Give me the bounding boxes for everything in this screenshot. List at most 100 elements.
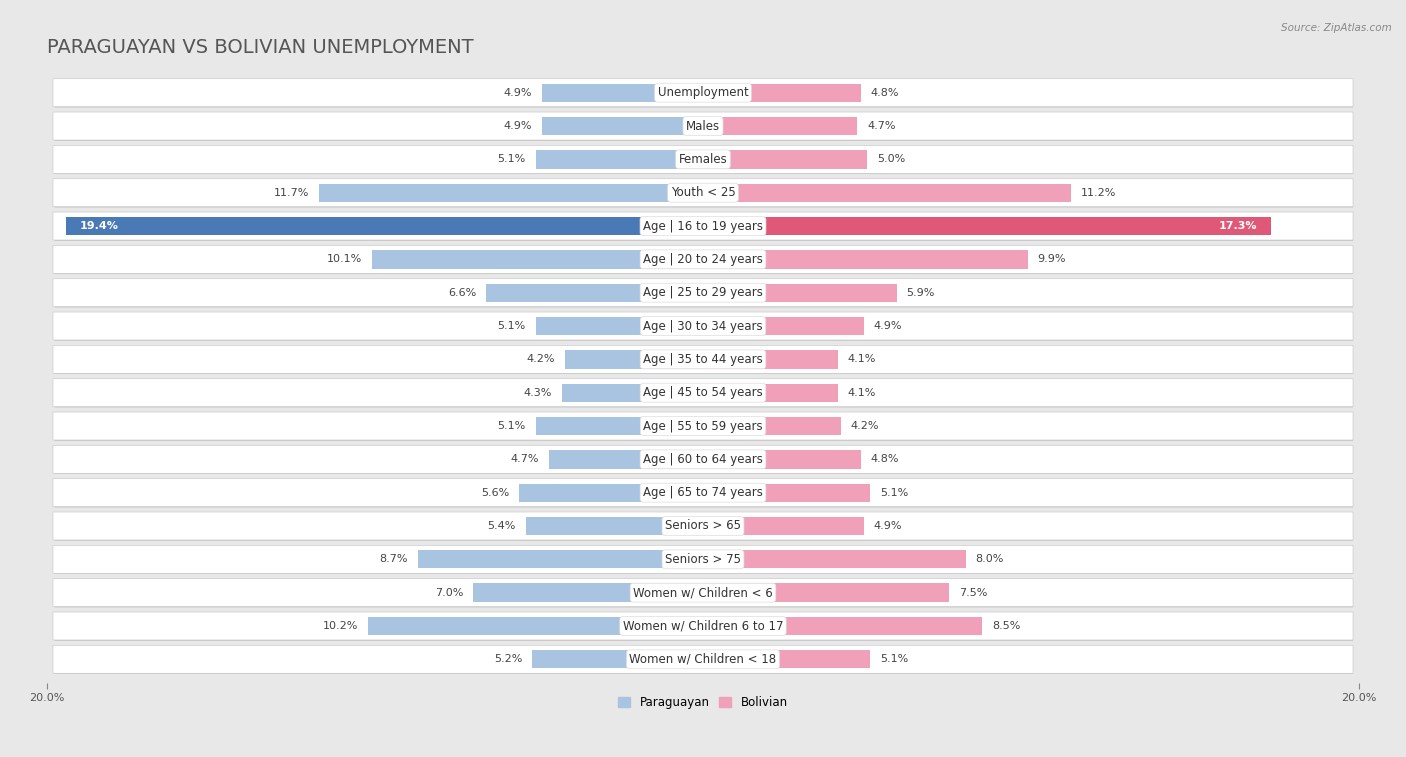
Text: 4.7%: 4.7% <box>868 121 896 131</box>
Text: 8.7%: 8.7% <box>380 554 408 564</box>
FancyBboxPatch shape <box>55 179 1353 207</box>
Text: Age | 20 to 24 years: Age | 20 to 24 years <box>643 253 763 266</box>
Text: 11.2%: 11.2% <box>1080 188 1116 198</box>
Bar <box>319 183 703 202</box>
Text: 4.2%: 4.2% <box>851 421 879 431</box>
Bar <box>519 484 703 502</box>
Text: 11.7%: 11.7% <box>274 188 309 198</box>
FancyBboxPatch shape <box>53 279 1353 307</box>
Bar <box>703 251 1028 269</box>
Bar <box>703 117 858 136</box>
Bar <box>703 650 870 668</box>
Text: 5.6%: 5.6% <box>481 488 509 497</box>
Text: 5.1%: 5.1% <box>498 154 526 164</box>
FancyBboxPatch shape <box>53 445 1353 473</box>
Text: Age | 45 to 54 years: Age | 45 to 54 years <box>643 386 763 399</box>
FancyBboxPatch shape <box>53 612 1353 640</box>
FancyBboxPatch shape <box>55 246 1353 274</box>
FancyBboxPatch shape <box>53 578 1353 606</box>
Bar <box>536 317 703 335</box>
Text: 5.1%: 5.1% <box>880 488 908 497</box>
FancyBboxPatch shape <box>55 546 1353 574</box>
Bar <box>548 450 703 469</box>
Text: Females: Females <box>679 153 727 166</box>
Text: Unemployment: Unemployment <box>658 86 748 99</box>
FancyBboxPatch shape <box>55 512 1353 540</box>
Bar <box>703 517 863 535</box>
Text: 4.9%: 4.9% <box>873 321 903 331</box>
FancyBboxPatch shape <box>55 79 1353 107</box>
FancyBboxPatch shape <box>53 512 1353 540</box>
Bar <box>703 317 863 335</box>
Bar <box>526 517 703 535</box>
Text: Seniors > 75: Seniors > 75 <box>665 553 741 565</box>
Bar <box>703 417 841 435</box>
Bar <box>543 117 703 136</box>
FancyBboxPatch shape <box>53 378 1353 407</box>
FancyBboxPatch shape <box>53 179 1353 207</box>
Text: Age | 65 to 74 years: Age | 65 to 74 years <box>643 486 763 499</box>
Text: 4.9%: 4.9% <box>503 88 533 98</box>
Bar <box>703 83 860 102</box>
Text: Source: ZipAtlas.com: Source: ZipAtlas.com <box>1281 23 1392 33</box>
FancyBboxPatch shape <box>53 245 1353 273</box>
Bar <box>703 350 838 369</box>
Text: 5.1%: 5.1% <box>880 654 908 665</box>
Text: Age | 25 to 29 years: Age | 25 to 29 years <box>643 286 763 299</box>
Bar <box>533 650 703 668</box>
FancyBboxPatch shape <box>53 545 1353 573</box>
Bar <box>703 617 981 635</box>
Bar <box>418 550 703 569</box>
Text: 4.2%: 4.2% <box>527 354 555 364</box>
Text: 6.6%: 6.6% <box>449 288 477 298</box>
Bar <box>703 217 1271 235</box>
Bar <box>565 350 703 369</box>
Bar <box>562 384 703 402</box>
FancyBboxPatch shape <box>55 346 1353 374</box>
Bar <box>703 550 966 569</box>
FancyBboxPatch shape <box>55 379 1353 407</box>
Text: 17.3%: 17.3% <box>1219 221 1257 231</box>
Bar <box>703 384 838 402</box>
Text: 8.5%: 8.5% <box>991 621 1021 631</box>
Bar <box>703 150 868 169</box>
Text: 10.2%: 10.2% <box>323 621 359 631</box>
Bar <box>703 284 897 302</box>
FancyBboxPatch shape <box>55 413 1353 441</box>
Text: Women w/ Children < 18: Women w/ Children < 18 <box>630 653 776 666</box>
Text: Women w/ Children < 6: Women w/ Children < 6 <box>633 586 773 599</box>
FancyBboxPatch shape <box>55 479 1353 507</box>
FancyBboxPatch shape <box>55 146 1353 174</box>
Text: 4.8%: 4.8% <box>870 454 898 464</box>
Text: PARAGUAYAN VS BOLIVIAN UNEMPLOYMENT: PARAGUAYAN VS BOLIVIAN UNEMPLOYMENT <box>46 38 474 57</box>
Text: Age | 35 to 44 years: Age | 35 to 44 years <box>643 353 763 366</box>
Text: 5.9%: 5.9% <box>907 288 935 298</box>
Text: 19.4%: 19.4% <box>80 221 118 231</box>
Text: 10.1%: 10.1% <box>326 254 361 264</box>
Bar <box>536 150 703 169</box>
Text: 4.7%: 4.7% <box>510 454 538 464</box>
Text: 4.8%: 4.8% <box>870 88 898 98</box>
FancyBboxPatch shape <box>55 279 1353 307</box>
Bar <box>66 217 703 235</box>
FancyBboxPatch shape <box>55 579 1353 607</box>
Text: Women w/ Children 6 to 17: Women w/ Children 6 to 17 <box>623 619 783 633</box>
Bar <box>486 284 703 302</box>
FancyBboxPatch shape <box>55 113 1353 141</box>
Text: 8.0%: 8.0% <box>976 554 1004 564</box>
Text: Males: Males <box>686 120 720 132</box>
Text: Age | 30 to 34 years: Age | 30 to 34 years <box>643 319 763 332</box>
FancyBboxPatch shape <box>53 412 1353 440</box>
Text: 7.5%: 7.5% <box>959 587 987 598</box>
Bar <box>368 617 703 635</box>
Text: 4.1%: 4.1% <box>848 388 876 397</box>
Bar <box>703 484 870 502</box>
FancyBboxPatch shape <box>55 646 1353 674</box>
Text: 5.4%: 5.4% <box>488 521 516 531</box>
Text: Youth < 25: Youth < 25 <box>671 186 735 199</box>
Text: 4.9%: 4.9% <box>873 521 903 531</box>
FancyBboxPatch shape <box>55 446 1353 474</box>
Text: 5.1%: 5.1% <box>498 321 526 331</box>
Text: 7.0%: 7.0% <box>434 587 464 598</box>
Bar <box>474 584 703 602</box>
